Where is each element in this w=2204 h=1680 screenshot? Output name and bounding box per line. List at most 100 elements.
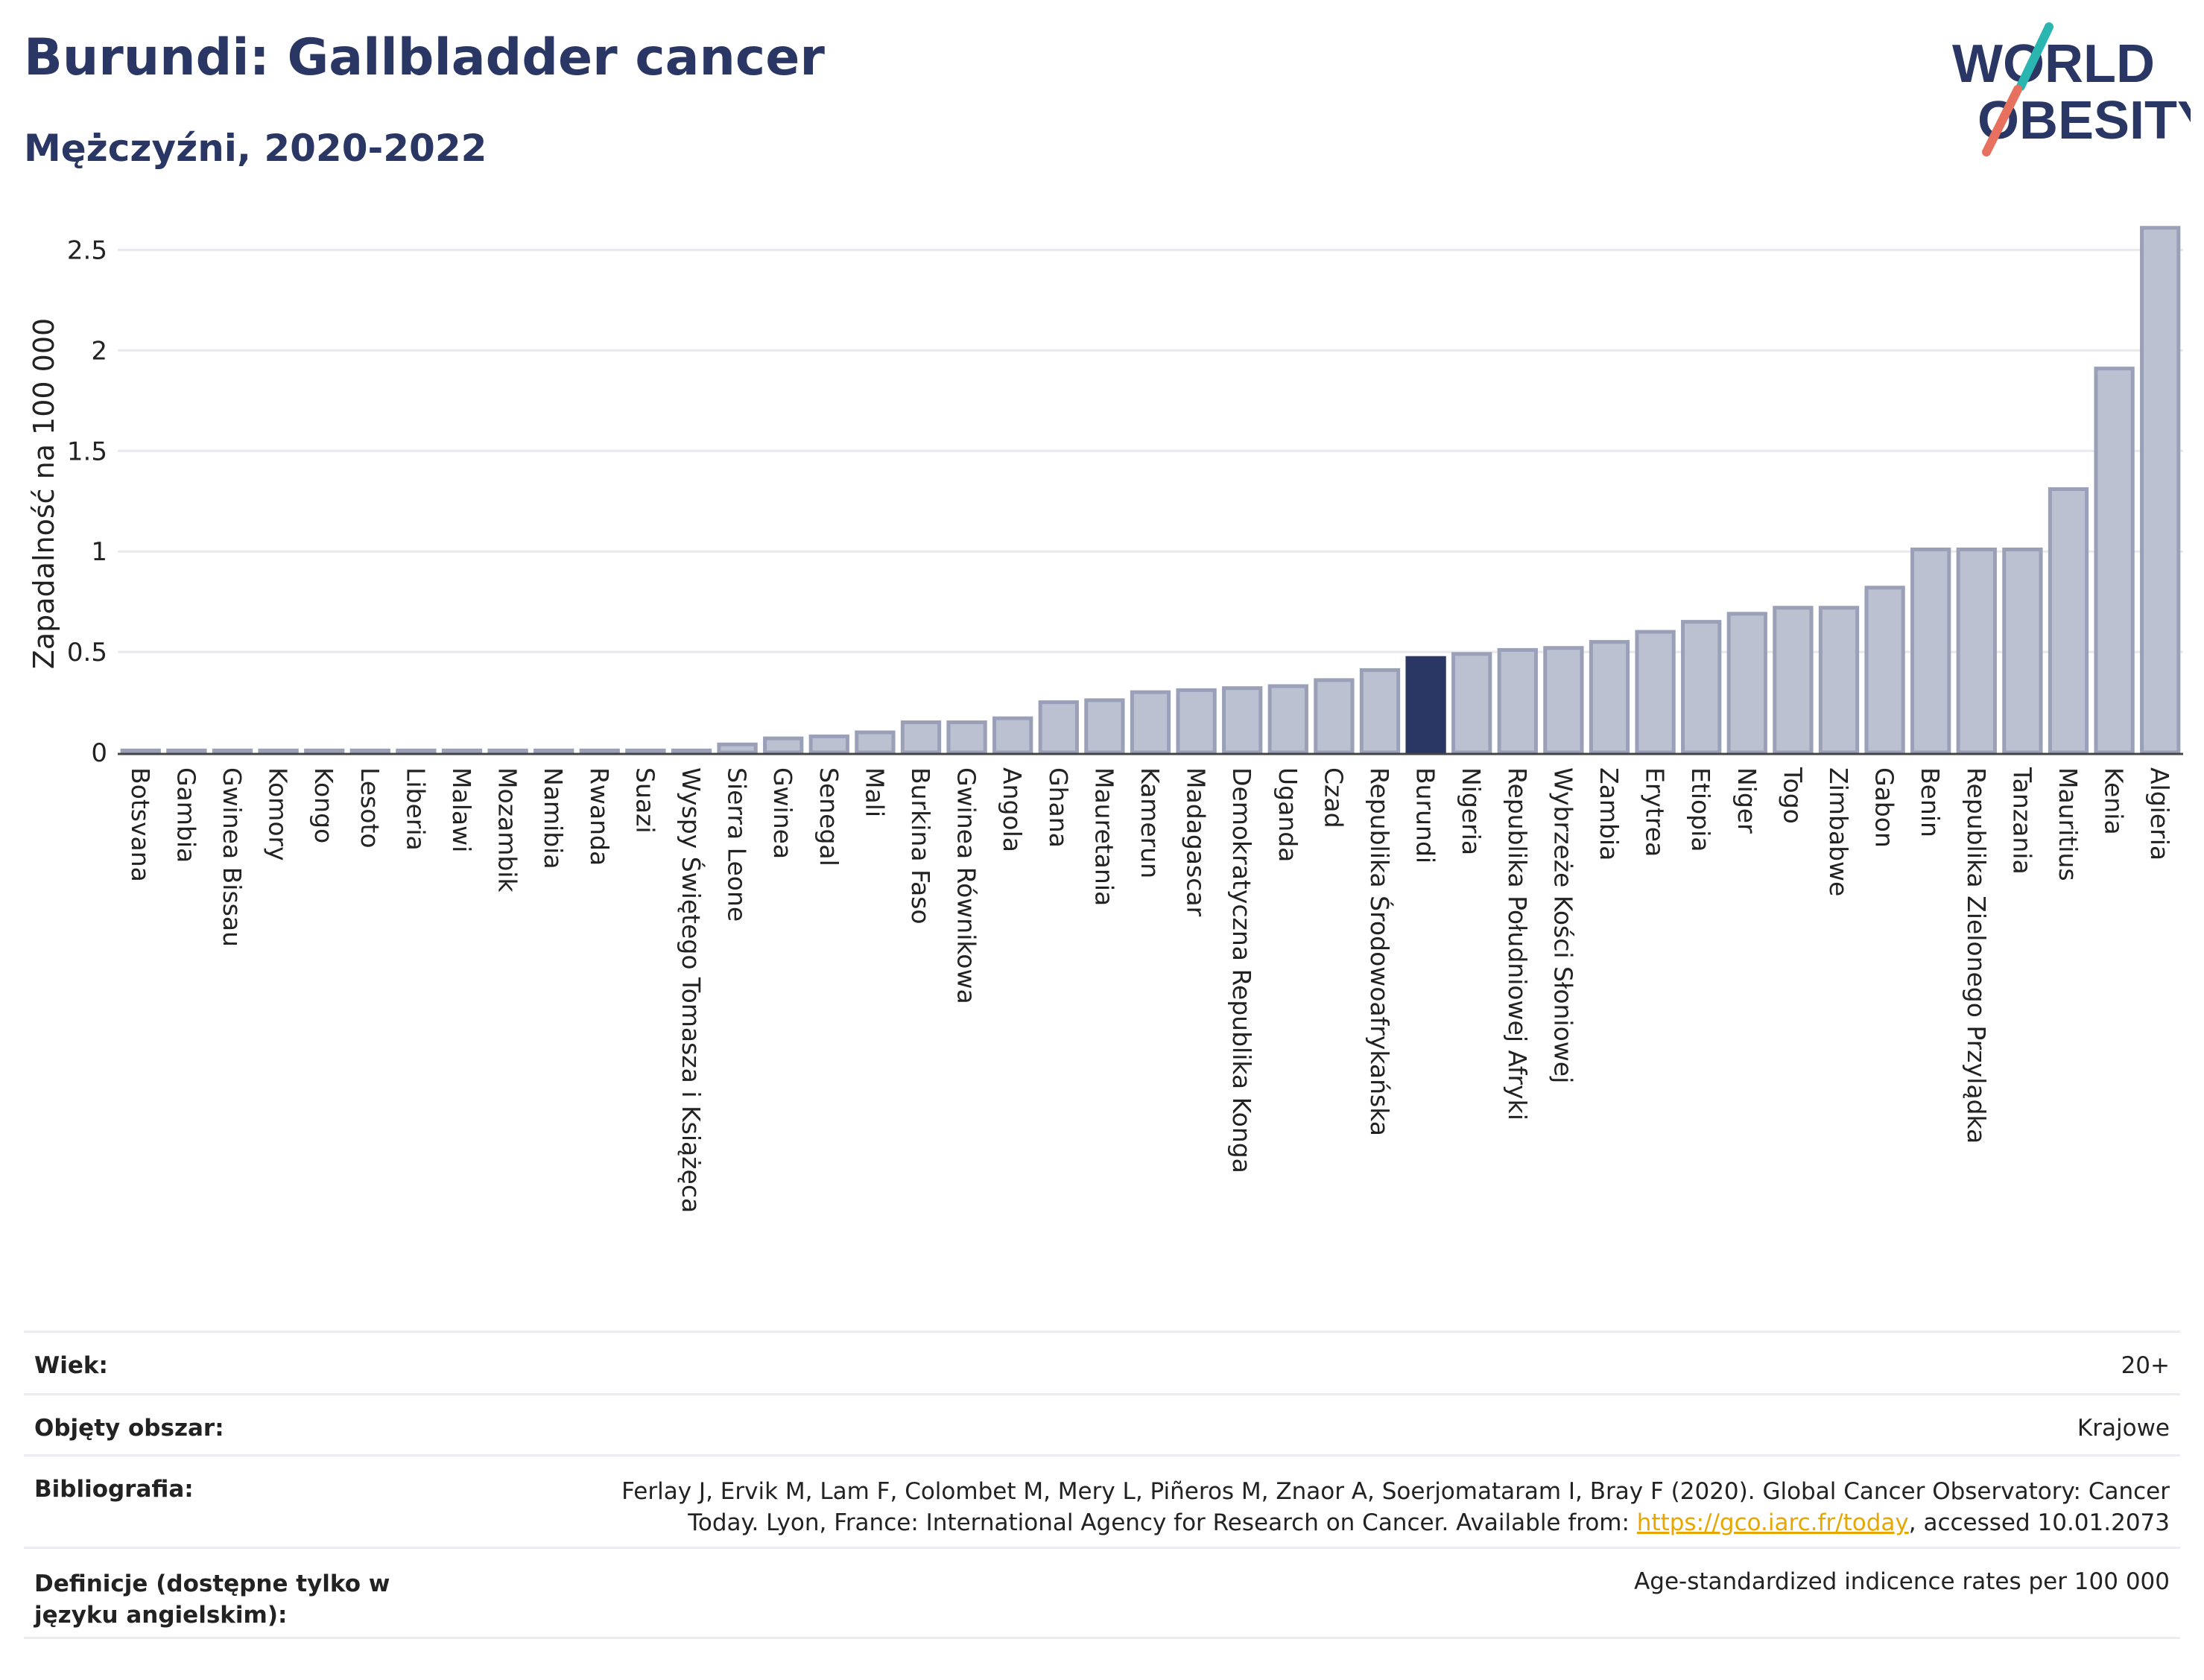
x-tick-label: Mozambik xyxy=(493,767,522,893)
bar xyxy=(1956,547,1997,755)
x-tick-label: Sierra Leone xyxy=(723,767,752,922)
x-tick-label: Kenia xyxy=(2100,767,2129,835)
bar xyxy=(992,716,1033,755)
logo-text-world: WORLD xyxy=(1952,34,2155,94)
y-axis-ticks: 0 0.5 1 1.5 2 2.5 xyxy=(67,235,107,768)
x-tick-label: Benin xyxy=(1916,767,1945,837)
bar xyxy=(120,748,161,755)
x-tick-label: Gabon xyxy=(1870,767,1899,848)
x-tick-label: Angola xyxy=(998,767,1027,852)
x-tick-label: Republika Zielonego Przylądka xyxy=(1962,767,1991,1144)
x-tick-label: Etiopia xyxy=(1686,767,1715,852)
x-tick-label: Burundi xyxy=(1411,767,1440,863)
bar xyxy=(1359,668,1401,755)
info-row-age: Wiek: 20+ xyxy=(24,1331,2180,1393)
info-table: Wiek: 20+ Objęty obszar: Krajowe Bibliog… xyxy=(24,1331,2180,1639)
definitions-label: Definicje (dostępne tylko w języku angie… xyxy=(34,1570,390,1629)
bar xyxy=(1084,698,1125,755)
bibliography-link[interactable]: https://gco.iarc.fr/today xyxy=(1636,1509,1909,1536)
x-tick-label: Zambia xyxy=(1595,767,1624,860)
bar xyxy=(671,748,712,755)
bibliography-text-2: Today. Lyon, France: International Agenc… xyxy=(688,1509,1637,1536)
x-tick-label: Ghana xyxy=(1044,767,1073,848)
bar xyxy=(808,734,849,755)
x-tick-label: Senegal xyxy=(814,767,843,866)
bar xyxy=(304,748,345,755)
bibliography-text-3: , accessed 10.01.2073 xyxy=(1908,1509,2170,1536)
bar xyxy=(1222,686,1263,755)
area-label: Objęty obszar: xyxy=(34,1415,224,1442)
x-tick-label: Kongo xyxy=(309,767,338,843)
bar xyxy=(2002,547,2043,755)
y-tick-label: 1 xyxy=(91,537,107,567)
area-value: Krajowe xyxy=(2077,1415,2170,1442)
bar xyxy=(1038,700,1079,755)
bar xyxy=(1451,652,1492,755)
bar xyxy=(487,748,528,755)
x-tick-label: Wybrzeże Kości Słoniowej xyxy=(1548,767,1577,1083)
x-tick-label: Rwanda xyxy=(585,767,614,866)
definitions-value: Age-standardized indicence rates per 100… xyxy=(1634,1568,2170,1595)
x-tick-label: Republika Środowoafrykańska xyxy=(1365,767,1395,1136)
bar xyxy=(1267,684,1308,755)
bar xyxy=(1176,688,1217,755)
bar-chart: 0 0.5 1 1.5 2 2.5 Botsvana Gambia Gwinea Bissau… xyxy=(28,226,2183,1213)
x-tick-label: Demokratyczna Republika Konga xyxy=(1227,767,1256,1173)
bar xyxy=(2048,487,2089,755)
x-tick-label: Wyspy Świętego Tomasza i Książęca xyxy=(677,767,706,1213)
info-row-bibliography: Bibliografia: Ferlay J, Ervik M, Lam F, … xyxy=(24,1454,2180,1547)
x-tick-label: Tanzania xyxy=(2007,767,2036,875)
info-row-area: Objęty obszar: Krajowe xyxy=(24,1393,2180,1454)
bar xyxy=(349,748,390,755)
chart-title: Burundi: Gallbladder cancer xyxy=(24,28,825,87)
age-value: 20+ xyxy=(2121,1352,2170,1379)
x-tick-label: Botsvana xyxy=(126,767,155,882)
logo-slash-coral xyxy=(1982,85,2022,156)
x-tick-label: Gambia xyxy=(171,767,200,863)
x-tick-label: Burkina Faso xyxy=(906,767,935,925)
x-tick-label: Zimbabwe xyxy=(1824,767,1853,896)
bar xyxy=(1635,630,1676,755)
age-label: Wiek: xyxy=(34,1352,108,1379)
bar xyxy=(2140,226,2181,755)
bars xyxy=(120,226,2181,755)
bar xyxy=(1543,646,1584,755)
bar xyxy=(579,748,620,755)
bar xyxy=(166,748,207,755)
info-row-definitions: Definicje (dostępne tylko w języku angie… xyxy=(24,1547,2180,1639)
bar xyxy=(946,720,987,755)
x-tick-label: Gwinea Bissau xyxy=(218,767,247,947)
bar xyxy=(1130,690,1171,755)
bar xyxy=(855,730,896,755)
bar xyxy=(212,748,253,755)
x-tick-label: Erytrea xyxy=(1641,767,1670,857)
x-tick-label: Togo xyxy=(1778,767,1807,824)
x-tick-label: Komory xyxy=(264,767,293,861)
bar xyxy=(441,748,483,755)
world-obesity-logo: WORLD OBESITY xyxy=(1952,22,2191,156)
x-tick-label: Lesoto xyxy=(355,767,384,849)
bar-highlighted xyxy=(1405,656,1446,755)
y-tick-label: 1.5 xyxy=(67,437,107,466)
y-tick-label: 0.5 xyxy=(67,638,107,668)
bar xyxy=(1589,640,1630,755)
x-tick-label: Kamerun xyxy=(1136,767,1165,878)
bar xyxy=(1773,606,1814,755)
x-tick-label: Gwinea xyxy=(768,767,797,859)
x-tick-label: Mali xyxy=(860,767,889,817)
logo-slash-teal xyxy=(2016,22,2053,91)
bar xyxy=(1910,547,1951,755)
y-tick-label: 0 xyxy=(91,738,107,768)
bar xyxy=(763,736,804,755)
bar xyxy=(900,720,942,755)
y-tick-label: 2 xyxy=(91,336,107,366)
bar xyxy=(258,748,299,755)
bar xyxy=(1818,606,1860,755)
x-tick-label: Mauretania xyxy=(1089,767,1118,906)
x-tick-label: Gwinea Równikowa xyxy=(952,767,981,1004)
bar xyxy=(625,748,666,755)
bar xyxy=(533,748,574,755)
bar xyxy=(1497,647,1538,755)
x-tick-label: Liberia xyxy=(401,767,430,851)
y-axis-label: Zapadalność na 100 000 xyxy=(28,318,60,669)
